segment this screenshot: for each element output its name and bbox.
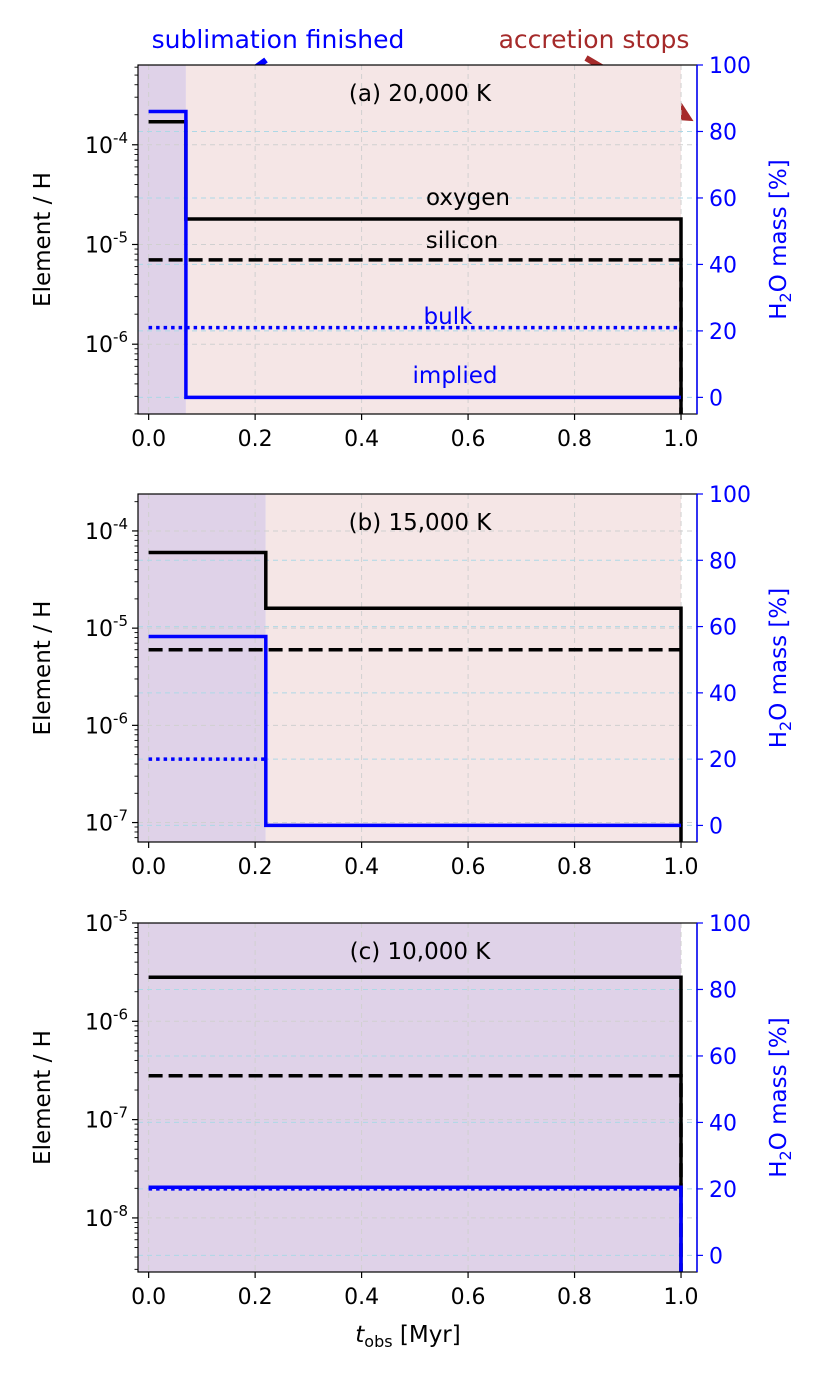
right-tick-label: 0 — [709, 1244, 723, 1269]
right-tick-label: 80 — [709, 549, 737, 574]
y-tick-label: 10-8 — [85, 1202, 128, 1232]
panel-title: (a) 20,000 K — [349, 81, 492, 107]
series-implied — [148, 1185, 683, 1272]
y-tick-label: 10-6 — [85, 328, 128, 358]
x-tick-label: 0.4 — [344, 1285, 379, 1310]
right-tick-label: 40 — [709, 253, 737, 278]
right-tick-label: 20 — [709, 748, 737, 773]
panel-title: (c) 10,000 K — [350, 939, 492, 965]
x-tick-label: 0.2 — [238, 855, 273, 880]
x-tick-label: 0.4 — [344, 855, 379, 880]
x-tick-label: 1.0 — [664, 427, 699, 452]
y-tick-label: 10-5 — [85, 907, 128, 937]
y-tick-label: 10-7 — [85, 807, 128, 837]
sublimation-shade — [138, 65, 186, 414]
x-tick-label: 0.2 — [238, 1285, 273, 1310]
series-oxygen — [148, 550, 683, 842]
y-axis-label: Element / H — [30, 172, 56, 307]
x-tick-label: 0.6 — [451, 855, 486, 880]
curve-label-silicon: silicon — [426, 228, 498, 254]
right-axis-label: H2O mass [%] — [766, 588, 795, 748]
annotation-sublimation: sublimation finished — [152, 25, 405, 54]
x-tick-label: 1.0 — [664, 1285, 699, 1310]
right-tick-label: 20 — [709, 320, 737, 345]
series-implied — [148, 634, 681, 828]
right-tick-label: 80 — [709, 978, 737, 1003]
series-implied — [148, 109, 681, 400]
right-axis-label: H2O mass [%] — [766, 1017, 795, 1177]
plot-area — [138, 494, 697, 842]
curve-label-implied: implied — [413, 363, 498, 389]
y-tick-label: 10-5 — [85, 612, 128, 642]
x-tick-label: 0.0 — [131, 855, 166, 880]
annotation-accretion: accretion stops — [499, 25, 690, 54]
accretion-shade — [185, 65, 682, 414]
y-tick-label: 10-4 — [85, 129, 128, 159]
y-tick-label: 10-6 — [85, 1005, 128, 1035]
x-tick-label: 0.4 — [344, 427, 379, 452]
x-tick-label: 0.6 — [451, 1285, 486, 1310]
x-tick-label: 0.6 — [451, 427, 486, 452]
curve-label-bulk: bulk — [424, 304, 474, 330]
right-tick-label: 20 — [709, 1178, 737, 1203]
right-tick-label: 100 — [709, 54, 751, 79]
plot-area — [138, 923, 697, 1272]
right-tick-label: 0 — [709, 814, 723, 839]
panel-a: 0.0 0.2 0.4 0.6 0.8 1.0 10-4 10-5 10-6 0 20 40 60 80 1… — [30, 54, 795, 452]
y-tick-label: 10-5 — [85, 228, 128, 258]
plot-area — [138, 65, 697, 414]
x-tick-label: 0.8 — [557, 1285, 592, 1310]
right-tick-label: 60 — [709, 1045, 737, 1070]
sublimation-shade — [138, 494, 266, 842]
y-tick-label: 10-7 — [85, 1104, 128, 1134]
right-tick-label: 40 — [709, 1111, 737, 1136]
right-tick-label: 100 — [709, 483, 751, 508]
y-axis-label: Element / H — [30, 1030, 56, 1165]
series-silicon — [148, 1073, 683, 1272]
x-axis-label: tobs [Myr] — [355, 1322, 460, 1351]
right-tick-label: 60 — [709, 616, 737, 641]
series-silicon — [148, 258, 683, 414]
right-tick-label: 80 — [709, 120, 737, 145]
y-axis-label: Element / H — [30, 601, 56, 736]
curve-label-oxygen: oxygen — [426, 185, 510, 211]
x-tick-label: 0.0 — [131, 427, 166, 452]
right-tick-label: 100 — [709, 912, 751, 937]
x-tick-label: 1.0 — [664, 855, 699, 880]
x-tick-label: 0.8 — [557, 855, 592, 880]
x-tick-label: 0.0 — [131, 1285, 166, 1310]
x-tick-label: 0.8 — [557, 427, 592, 452]
panel-title: (b) 15,000 K — [349, 510, 493, 536]
accretion-shade — [265, 494, 682, 842]
panel-c: 0.0 0.2 0.4 0.6 0.8 1.0 10-5 10-6 10-7 10-8 0 20 40 6… — [30, 907, 795, 1310]
right-tick-label: 60 — [709, 187, 737, 212]
y-tick-label: 10-4 — [85, 515, 128, 545]
right-tick-label: 40 — [709, 682, 737, 707]
panel-b: 0.0 0.2 0.4 0.6 0.8 1.0 10-4 10-5 10-6 10-7 0 20 40 6… — [30, 483, 795, 880]
x-tick-label: 0.2 — [238, 427, 273, 452]
sublimation-shade — [138, 923, 682, 1272]
y-tick-label: 10-6 — [85, 709, 128, 739]
right-tick-label: 0 — [709, 386, 723, 411]
right-axis-label: H2O mass [%] — [766, 159, 795, 319]
